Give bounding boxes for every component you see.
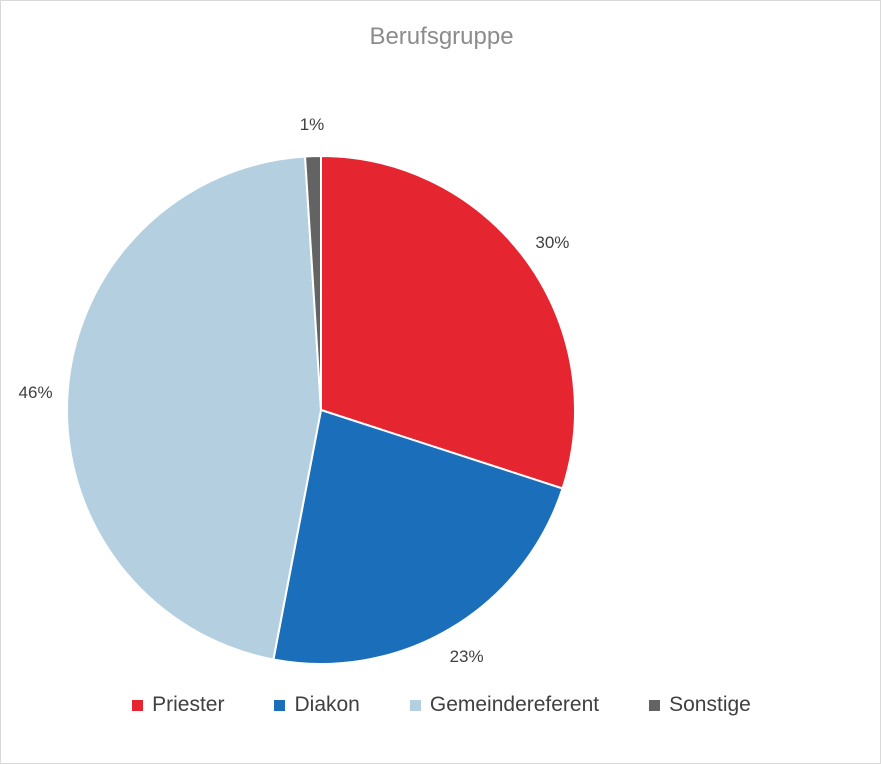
- legend-label: Sonstige: [669, 693, 751, 716]
- legend-item-diakon: Diakon: [274, 693, 360, 717]
- data-label-sonstige: 1%: [300, 115, 325, 134]
- legend-swatch: [132, 699, 144, 711]
- pie-slice-diakon: [272, 408, 564, 665]
- data-label-diakon: 23%: [450, 647, 484, 666]
- legend-item-priester: Priester: [132, 693, 224, 717]
- pie-slice-priester: [320, 154, 576, 490]
- legend: Priester Diakon Gemeindereferent Sonstig…: [1, 693, 881, 717]
- data-label-priester: 30%: [535, 233, 569, 252]
- legend-swatch: [409, 699, 421, 711]
- pie-slice-sonstige: [303, 154, 322, 411]
- legend-swatch: [649, 699, 661, 711]
- legend-item-sonstige: Sonstige: [649, 693, 751, 717]
- legend-swatch: [274, 699, 286, 711]
- pie-slice-gemeindereferent: [66, 155, 323, 661]
- legend-label: Diakon: [294, 693, 360, 716]
- legend-item-gemeindereferent: Gemeindereferent: [409, 693, 600, 717]
- legend-label: Priester: [152, 693, 225, 716]
- chart-title: Berufsgruppe: [369, 23, 514, 50]
- data-label-gemeindereferent: 46%: [19, 383, 53, 402]
- legend-label: Gemeindereferent: [429, 693, 600, 716]
